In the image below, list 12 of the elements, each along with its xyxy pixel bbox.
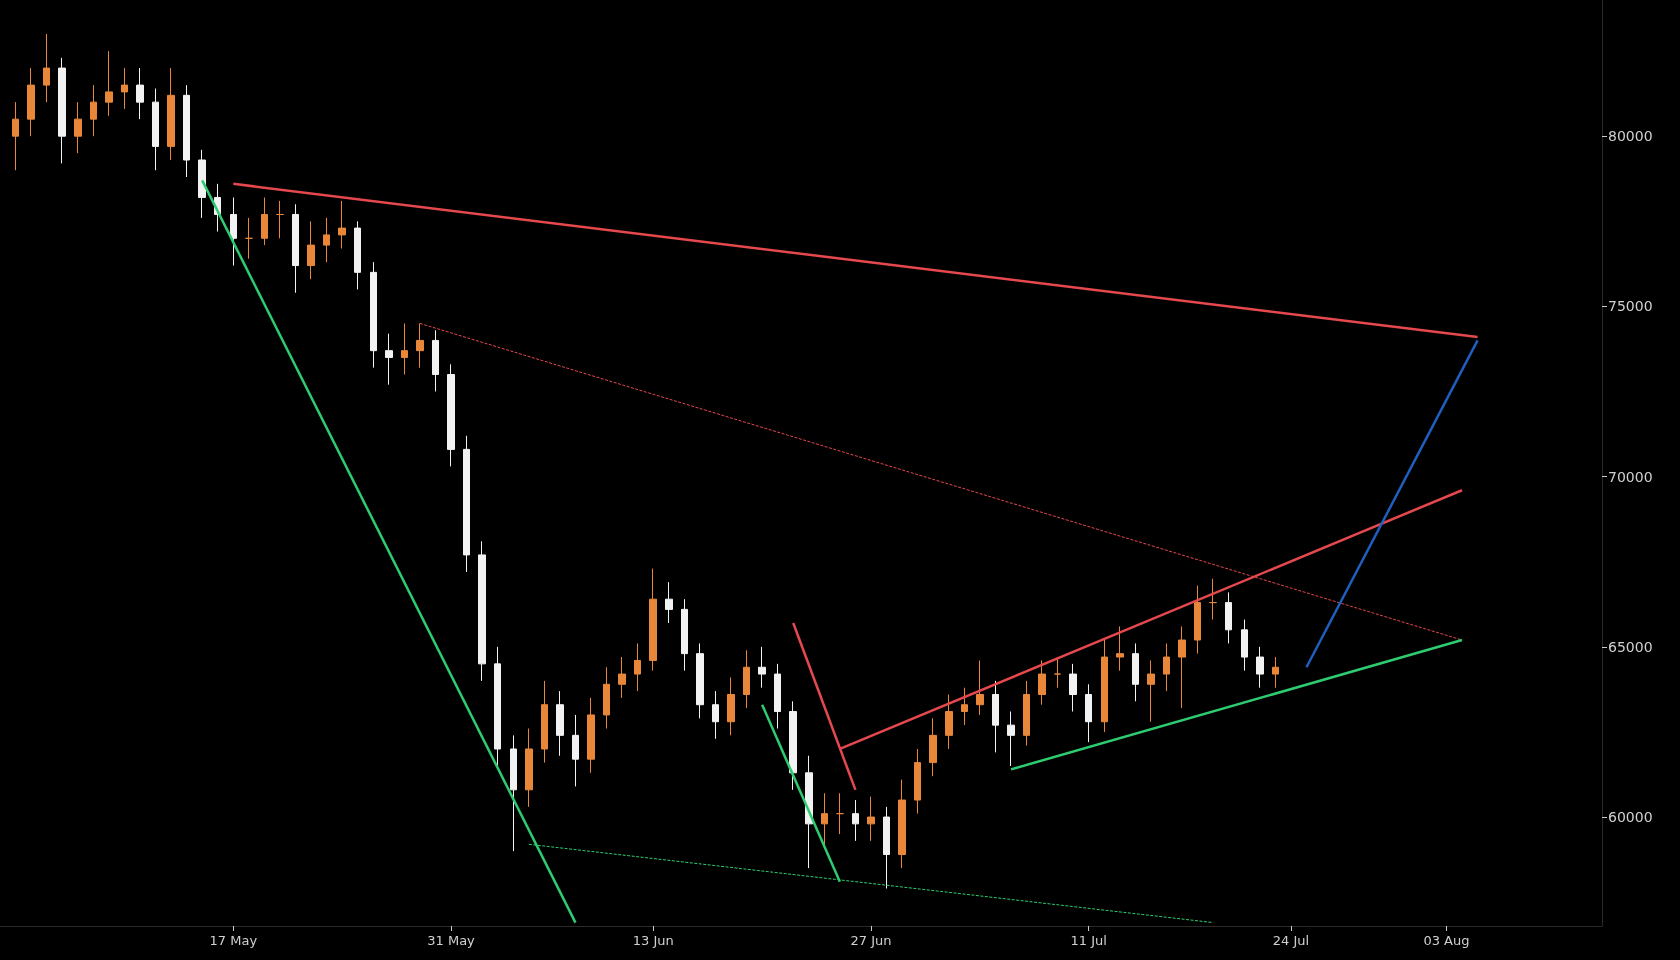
y-tick-label: 70000 <box>1608 468 1653 485</box>
y-tick-label: 80000 <box>1608 128 1653 145</box>
x-tick-label: 13 Jun <box>632 933 674 948</box>
x-tick-label: 11 Jul <box>1070 933 1107 948</box>
x-tick-label: 03 Aug <box>1423 933 1470 948</box>
y-tick-label: 65000 <box>1608 638 1653 655</box>
x-tick-label: 17 May <box>209 933 258 948</box>
x-tick-label: 24 Jul <box>1272 933 1310 948</box>
y-tick-label: 75000 <box>1608 298 1653 315</box>
x-tick-label: 31 May <box>427 933 476 948</box>
x-tick-label: 27 Jun <box>850 933 892 948</box>
y-tick-label: 60000 <box>1608 809 1653 826</box>
